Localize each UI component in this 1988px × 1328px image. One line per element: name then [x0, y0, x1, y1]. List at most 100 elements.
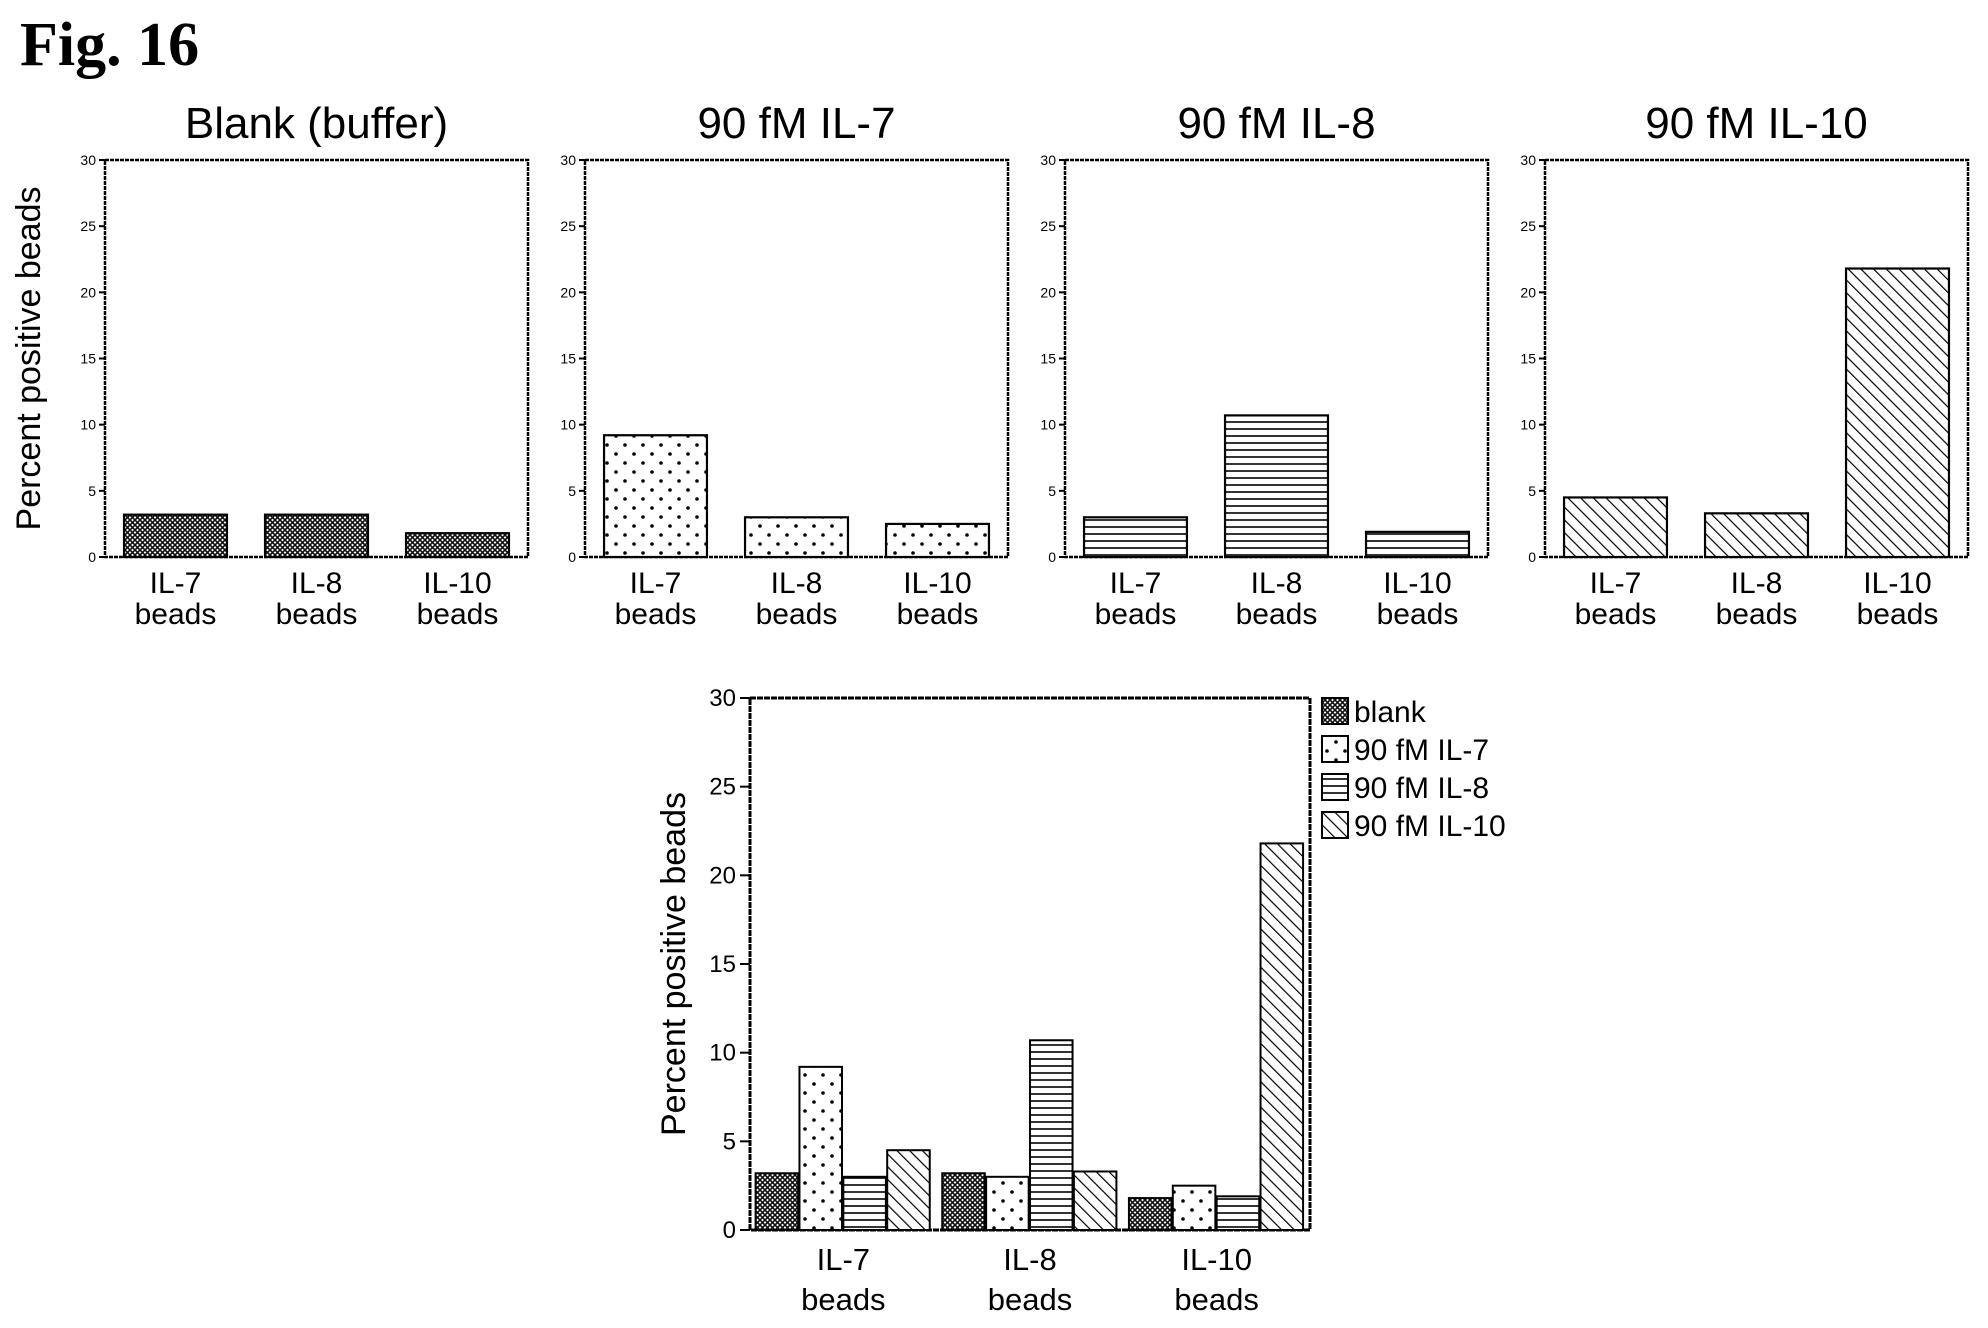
- bar-3: [884, 522, 991, 559]
- y-tick-label: 25: [80, 218, 96, 234]
- legend-swatch: [1321, 773, 1349, 801]
- y-tick-label: 30: [560, 152, 576, 168]
- bar-90-fm-il-7-1: [798, 1065, 844, 1232]
- y-tick-label: 30: [1520, 152, 1536, 168]
- x-tick-label: IL-7: [1590, 567, 1642, 600]
- x-tick-label: beads: [1236, 598, 1318, 631]
- bar-2: [263, 513, 370, 559]
- x-tick-label: beads: [988, 1282, 1072, 1317]
- x-tick-label: beads: [1857, 598, 1939, 631]
- y-tick-label: 25: [560, 218, 576, 234]
- y-tick-label: 20: [560, 284, 576, 300]
- x-tick-label: IL-8: [1251, 567, 1303, 600]
- x-tick-label: beads: [1095, 598, 1177, 631]
- bar-90-fm-il-8-3: [1215, 1195, 1261, 1231]
- plot-frame: [103, 158, 530, 559]
- bar-blank-3: [1127, 1197, 1173, 1231]
- y-tick-label: 0: [1528, 549, 1536, 565]
- bar-1: [1082, 516, 1189, 559]
- x-tick-label: IL-10: [423, 567, 491, 600]
- y-tick-label: 5: [88, 483, 96, 499]
- bar-90-fm-il-10-1: [886, 1149, 931, 1231]
- y-tick-label: 10: [80, 417, 96, 433]
- x-tick-label: IL-8: [771, 567, 823, 600]
- bar-90-fm-il-8-2: [1029, 1039, 1074, 1231]
- x-tick-label: IL-7: [630, 567, 682, 600]
- bar-1: [122, 513, 229, 559]
- bar-90-fm-il-7-3: [1171, 1184, 1217, 1231]
- y-tick-label: 0: [1048, 549, 1056, 565]
- chart-1: Blank (buffer) 0 5 10 15 20 25 30 Percent positi…: [10, 99, 530, 631]
- chart-4: 90 fM IL-10051015202530IL-7beadsIL-8bead…: [1520, 99, 1970, 631]
- legend-label: 90 fM IL-8: [1354, 772, 1489, 805]
- y-tick-label: 10: [1040, 417, 1056, 433]
- x-tick-label: beads: [801, 1282, 885, 1317]
- y-axis-label: Percent positive beads: [655, 792, 693, 1136]
- legend-swatch: [1321, 697, 1349, 725]
- chart-title: Blank (buffer): [185, 99, 448, 148]
- y-tick-label: 20: [709, 862, 736, 889]
- x-tick-label: beads: [1377, 598, 1459, 631]
- x-tick-label: beads: [756, 598, 838, 631]
- bar-90-fm-il-10-2: [1072, 1170, 1118, 1231]
- chart-5: 0 5 10 15 20 25 30 Percent positive beads IL-7 be…: [655, 685, 1506, 1317]
- x-tick-label: beads: [1174, 1282, 1258, 1317]
- chart-2: 90 fM IL-7051015202530IL-7beadsIL-8beads…: [560, 99, 1010, 631]
- bar-2: [1703, 512, 1810, 559]
- bar-2: [1223, 414, 1330, 559]
- y-tick-label: 10: [1520, 417, 1536, 433]
- x-tick-label: IL-10: [1863, 567, 1931, 600]
- x-tick-label: IL-8: [291, 567, 343, 600]
- x-tick-label: IL-7: [817, 1242, 870, 1277]
- y-tick-label: 30: [1040, 152, 1056, 168]
- chart-title: 90 fM IL-10: [1645, 99, 1868, 148]
- y-tick-label: 30: [80, 152, 96, 168]
- x-tick-label: IL-8: [1003, 1242, 1056, 1277]
- y-tick-label: 25: [1040, 218, 1056, 234]
- x-tick-label: beads: [276, 598, 358, 631]
- x-tick-label: IL-8: [1731, 567, 1783, 600]
- y-tick-label: 10: [709, 1040, 736, 1067]
- x-tick-label: IL-10: [1383, 567, 1451, 600]
- x-tick-label: beads: [135, 598, 217, 631]
- bar-3: [1844, 267, 1951, 559]
- legend-swatch: [1321, 735, 1349, 763]
- x-tick-label: IL-7: [1110, 567, 1162, 600]
- bar-3: [1364, 530, 1471, 559]
- y-tick-label: 15: [1040, 351, 1056, 367]
- bar-blank-2: [941, 1172, 986, 1231]
- figure-label: Fig. 16: [20, 11, 200, 79]
- legend-swatch: [1321, 811, 1349, 839]
- y-tick-label: 5: [723, 1128, 736, 1155]
- bar-1: [602, 434, 709, 559]
- chart-title: 90 fM IL-7: [697, 99, 895, 148]
- chart-title: 90 fM IL-8: [1177, 99, 1375, 148]
- x-tick-label: beads: [417, 598, 499, 631]
- y-tick-label: 25: [709, 774, 736, 801]
- y-tick-label: 0: [568, 549, 576, 565]
- chart-3: 90 fM IL-8051015202530IL-7beadsIL-8beads…: [1040, 99, 1490, 631]
- y-tick-label: 0: [723, 1217, 736, 1244]
- charts-layer: Blank (buffer) 0 5 10 15 20 25 30 Percent positi…: [10, 99, 1970, 1317]
- y-tick-label: 10: [560, 417, 576, 433]
- y-tick-label: 5: [1528, 483, 1536, 499]
- x-tick-label: IL-7: [150, 567, 202, 600]
- y-tick-label: 5: [568, 483, 576, 499]
- y-axis-label: Percent positive beads: [10, 187, 48, 531]
- x-tick-label: IL-10: [1181, 1242, 1252, 1277]
- y-tick-label: 15: [1520, 351, 1536, 367]
- x-tick-label: beads: [615, 598, 697, 631]
- y-tick-label: 20: [1040, 284, 1056, 300]
- y-tick-label: 0: [88, 549, 96, 565]
- bar-90-fm-il-10-3: [1259, 842, 1305, 1231]
- legend-label: 90 fM IL-10: [1354, 810, 1506, 843]
- y-tick-label: 20: [1520, 284, 1536, 300]
- legend-label: 90 fM IL-7: [1354, 734, 1489, 767]
- x-tick-label: beads: [897, 598, 979, 631]
- y-tick-label: 15: [709, 951, 736, 978]
- y-tick-label: 15: [560, 351, 576, 367]
- x-tick-label: beads: [1575, 598, 1657, 631]
- legend-label: blank: [1354, 696, 1427, 729]
- bar-1: [1562, 496, 1669, 559]
